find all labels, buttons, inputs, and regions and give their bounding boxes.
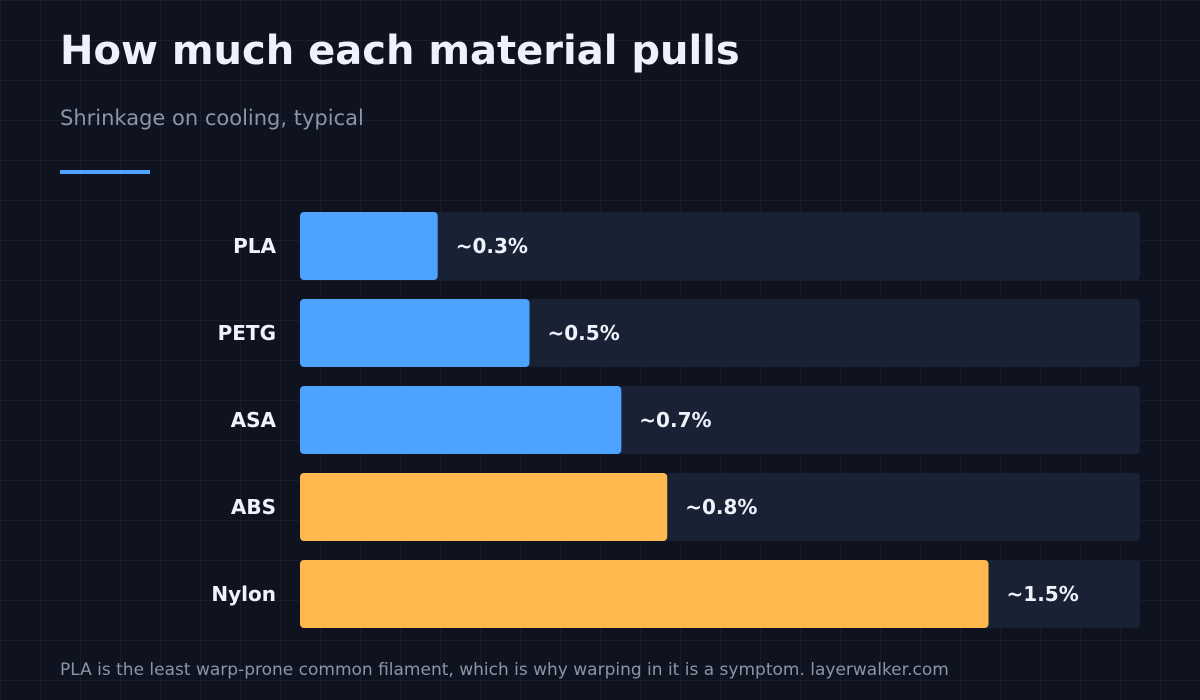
chart-subtitle: Shrinkage on cooling, typical [60, 106, 364, 130]
bar-nylon [300, 560, 989, 628]
category-label-nylon: Nylon [211, 582, 276, 606]
value-label-pla: ~0.3% [456, 234, 528, 258]
chart-title: How much each material pulls [60, 28, 740, 74]
value-label-nylon: ~1.5% [1007, 582, 1079, 606]
value-label-petg: ~0.5% [548, 321, 620, 345]
accent-divider [60, 170, 150, 174]
bar-asa [300, 386, 622, 454]
category-label-pla: PLA [233, 234, 276, 258]
category-label-petg: PETG [218, 321, 276, 345]
bar-pla [300, 212, 438, 280]
category-label-asa: ASA [231, 408, 277, 432]
footer-note: PLA is the least warp-prone common filam… [60, 660, 949, 680]
value-label-abs: ~0.8% [685, 495, 757, 519]
value-label-asa: ~0.7% [639, 408, 711, 432]
bar-petg [300, 299, 530, 367]
bar-track-pla [300, 212, 1140, 280]
category-label-abs: ABS [231, 495, 276, 519]
bar-abs [300, 473, 668, 541]
